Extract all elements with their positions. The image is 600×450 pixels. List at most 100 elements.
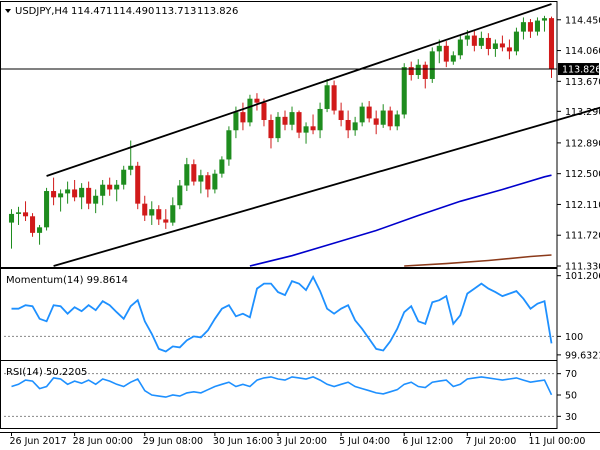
candle [79,183,85,210]
candle [254,93,260,111]
rsi-y-tick-label: 30 [565,412,577,423]
candle [492,39,498,57]
candle [401,63,407,119]
candle [268,114,274,149]
collapse-triangle-icon[interactable] [5,9,11,13]
candle-body [114,184,120,190]
rsi-label: RSI(14) 50.2205 [6,367,87,378]
candle-body [79,187,85,198]
price-frame [0,1,558,268]
candle-body [219,159,225,174]
x-tick-label: 11 Jul 00:00 [528,436,585,447]
candle-body [65,189,71,194]
candle-body [464,35,470,40]
candle [58,189,64,212]
candle-body [366,106,372,119]
price-y-tick-label: 111.330 [565,262,600,273]
candle [219,156,225,178]
candle [408,61,414,81]
candle-body [415,64,421,76]
last-price-label: 113.826 [562,65,600,76]
candle-body [380,110,386,125]
candle-body [408,67,414,76]
momentum-y-tick-label: 100 [565,332,583,343]
ohlc-value: 113.826 [197,6,238,17]
candle [366,101,372,123]
candle [534,17,540,36]
candle-body [394,114,400,127]
moving-average-line-1 [404,254,552,267]
candle [65,181,71,204]
candle-body [443,45,449,62]
rsi-line [11,376,553,398]
moving-average-line-0 [249,174,552,267]
candle [471,30,477,52]
candle-body [44,191,50,228]
candle-body [296,112,302,133]
candle-body [422,64,428,79]
ohlc-value: 113.713 [155,6,196,17]
candle-body [513,31,519,52]
candle-body [128,165,134,170]
candle [170,197,176,226]
candle-body [247,98,253,123]
candle-body [30,216,36,233]
candle-body [149,209,155,216]
candle [506,39,512,60]
candle [247,94,253,127]
x-tick-label: 30 Jun 16:00 [213,436,273,447]
candle-body [506,47,512,52]
candle-body [254,98,260,103]
x-tick-label: 7 Jul 20:00 [465,436,516,447]
candle-body [121,169,127,185]
candle [261,98,267,127]
candle-body [72,189,78,198]
candle [499,35,505,52]
candle-body [429,51,435,79]
candle-body [534,20,540,32]
candle [478,31,484,49]
x-tick-label: 29 Jun 08:00 [143,436,203,447]
x-tick-label: 3 Jul 20:00 [276,436,327,447]
symbol-title: USDJPY,H4 [15,6,68,17]
candle [107,177,113,196]
rsi-y-tick-label: 70 [565,369,577,380]
candle-body [520,22,526,32]
candle [310,114,316,135]
candle [282,110,288,131]
candle-body [268,120,274,139]
candle [72,179,78,202]
x-tick-label: 28 Jun 00:00 [73,436,133,447]
candle [275,112,281,143]
candle [93,189,99,214]
candle [8,209,15,249]
candle-body [184,164,190,186]
last-price-box [558,63,599,76]
price-y-tick-label: 111.720 [565,231,600,242]
candle-body [107,184,113,190]
momentum-label: Momentum(14) 99.8614 [6,275,128,286]
candle [394,110,400,131]
candle-body [471,35,477,46]
candle-body [240,112,246,123]
candle-body [492,43,498,49]
candle [387,106,393,131]
candle [373,110,379,135]
candle [485,33,491,56]
candle-body [142,203,148,216]
candle [436,39,442,64]
candle-body [548,18,555,70]
price-panel: 114.450114.060113.670113.290112.890112.5… [0,3,600,273]
candle [86,181,92,210]
candle-body [51,191,57,198]
candle [324,78,330,113]
candle [128,140,134,176]
candle-body [485,37,491,49]
candle-body [450,55,456,62]
candle [44,187,50,231]
candle-body [499,43,505,48]
candle [163,209,169,229]
rsi-panel: RSI(14) 50.2205 70 50 30 [4,367,577,423]
candle-body [310,126,316,131]
candle-body [226,130,232,160]
